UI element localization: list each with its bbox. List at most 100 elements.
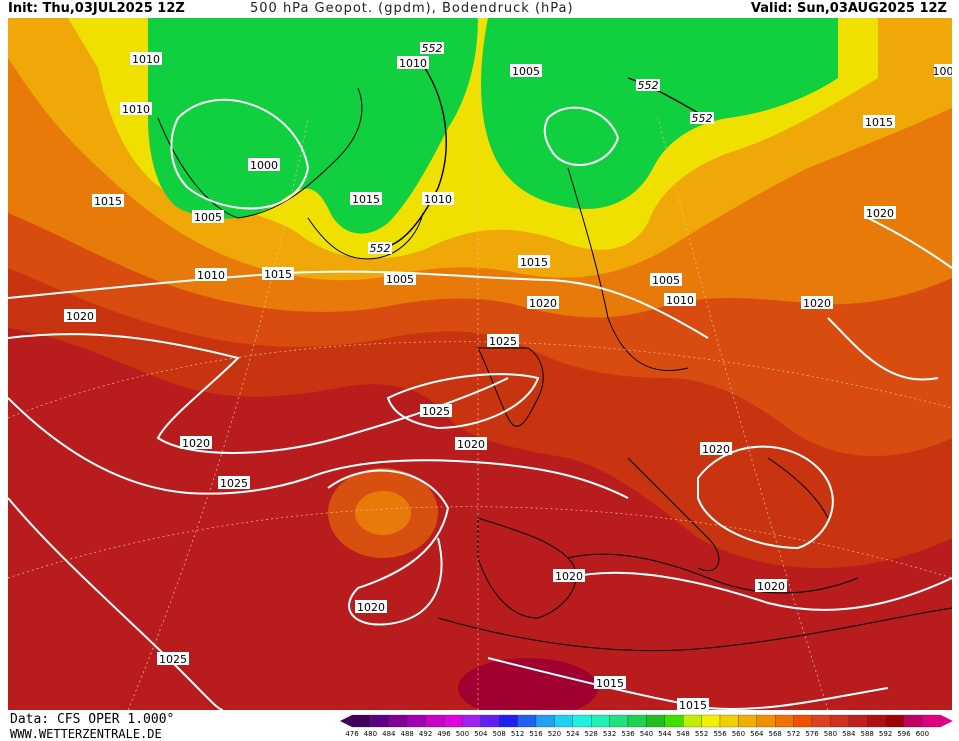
scale-cell (443, 714, 463, 728)
isobar-label: 1005 (386, 273, 414, 286)
label-1020-e: 1020 (355, 600, 387, 614)
scale-cell (517, 714, 537, 728)
geopot-label: 552 (638, 79, 659, 92)
label-1005-c: 1005 (650, 273, 682, 287)
scale-cell (683, 714, 702, 728)
scale-cell (554, 714, 573, 728)
isobar-label: 1020 (357, 601, 385, 614)
scale-tick-label: 584 (842, 730, 856, 738)
label-1025-a: 1025 (487, 334, 519, 348)
label-1025-c: 1025 (218, 476, 250, 490)
label-1020-h: 1020 (700, 442, 732, 456)
scale-tick-label: 492 (418, 730, 433, 738)
isobar-label: 1015 (264, 268, 292, 281)
scale-tick-label: 544 (658, 730, 672, 738)
scale-cell (719, 714, 739, 728)
label-1020-b: 1020 (64, 309, 96, 323)
init-time: Init: Thu,03JUL2025 12Z (8, 1, 185, 16)
isobar-label: 1015 (596, 677, 624, 690)
label-1005-a: 1005 (192, 210, 224, 224)
geopot-label: 552 (422, 42, 443, 55)
scale-tick-label: 564 (750, 730, 764, 738)
scale-cell (701, 714, 721, 728)
label-1010-f: 1010 (664, 293, 696, 307)
label-552-c: 552 (690, 112, 714, 125)
header-bar: Init: Thu,03JUL2025 12Z 500 hPa Geopot. … (0, 0, 959, 18)
scale-tick-label: 480 (363, 730, 378, 738)
label-1010-a: 1010 (130, 52, 162, 66)
scale-cell (922, 714, 941, 728)
label-1020-g: 1020 (755, 579, 787, 593)
scale-cell (388, 714, 408, 728)
label-1015-b: 1015 (350, 192, 382, 206)
scale-cell (793, 714, 813, 728)
scale-cell (351, 714, 371, 728)
isobar-label: 1020 (803, 297, 831, 310)
label-1020-j: 1020 (864, 206, 896, 220)
coastlines (157, 87, 952, 652)
warm-core (458, 658, 598, 710)
isobar-label: 1005 (652, 274, 680, 287)
scale-cell (848, 714, 868, 728)
scale-cell (646, 714, 665, 728)
isobar-label: 1020 (529, 297, 557, 310)
label-552-a: 552 (420, 42, 444, 55)
label-1005-d: 1005 (510, 64, 542, 78)
scale-cell (535, 714, 555, 728)
weather-map: 1010 1010 1010 1000 1005 1015 1015 1005 … (8, 18, 952, 710)
label-1010-c: 1010 (397, 56, 429, 70)
label-1000: 1000 (248, 158, 280, 172)
label-1015-e: 1015 (594, 676, 626, 690)
scale-tick-label: 580 (823, 730, 838, 738)
scale-cell (627, 714, 647, 728)
scale-cell (499, 714, 518, 728)
isobar-label: 1010 (399, 57, 427, 70)
scale-tick-label: 576 (805, 730, 819, 738)
label-1020-c: 1020 (180, 436, 212, 450)
data-source: Data: CFS OPER 1.000° (10, 712, 175, 727)
geopot-label: 552 (692, 112, 713, 125)
scale-tick-label: 596 (897, 730, 911, 738)
label-1020-f: 1020 (553, 569, 585, 583)
isobar-label: 1020 (555, 570, 583, 583)
isobar-label: 1025 (422, 405, 450, 418)
isobar-label: 1010 (424, 193, 452, 206)
label-552-d: 552 (368, 242, 392, 255)
scale-tick-label: 504 (474, 730, 488, 738)
band-green-west (148, 18, 478, 234)
label-1020-i: 1020 (801, 296, 833, 310)
label-1005-b: 1005 (384, 272, 416, 286)
scale-tick-label: 532 (602, 730, 617, 738)
scale-tick-label: 528 (584, 730, 598, 738)
label-552-b: 552 (636, 79, 660, 92)
scale-tick-label: 540 (639, 730, 654, 738)
scale-cell (462, 714, 481, 728)
geopot-label: 552 (370, 242, 391, 255)
isobar-label: 1015 (352, 193, 380, 206)
scale-cell (775, 714, 794, 728)
label-1010-b: 1010 (120, 102, 152, 116)
scale-cell (609, 714, 629, 728)
scale-cell (738, 714, 757, 728)
scale-cell (756, 714, 776, 728)
scale-tick-label: 592 (878, 730, 893, 738)
scale-cell (830, 714, 849, 728)
isobar-label: 1020 (182, 437, 210, 450)
isobar-label: 1010 (132, 53, 160, 66)
map-title: 500 hPa Geopot. (gpdm), Bodendruck (hPa) (250, 1, 574, 16)
isobar-label: 1020 (702, 443, 730, 456)
isobar-label: 1015 (94, 195, 122, 208)
scale-tick-label: 560 (731, 730, 746, 738)
scale-tick-label: 552 (694, 730, 709, 738)
scale-tick-label: 568 (768, 730, 782, 738)
footer: Data: CFS OPER 1.000° WWW.WETTERZENTRALE… (0, 710, 959, 741)
color-scale (340, 714, 953, 728)
scale-cell (572, 714, 592, 728)
scale-tick-label: 556 (713, 730, 727, 738)
scale-cell (811, 714, 831, 728)
label-1015-a: 1015 (92, 194, 124, 208)
scale-cell (370, 714, 389, 728)
scale-tick-label: 524 (566, 730, 580, 738)
scale-tick-label: 548 (676, 730, 690, 738)
isobar-label: 1005 (194, 211, 222, 224)
